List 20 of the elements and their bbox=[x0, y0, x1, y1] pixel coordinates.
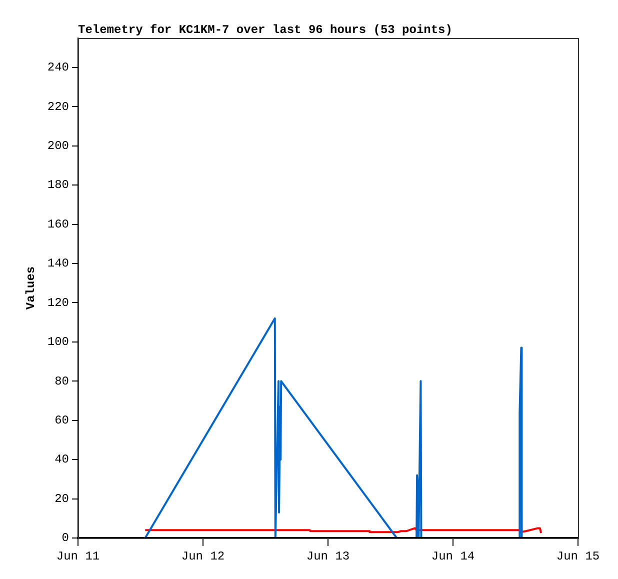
chart-title: Telemetry for KC1KM-7 over last 96 hours (53 points) bbox=[78, 23, 452, 38]
y-tick-label: 40 bbox=[54, 452, 69, 467]
y-tick-label: 100 bbox=[47, 335, 69, 350]
y-tick-label: 220 bbox=[47, 100, 69, 114]
x-tick-label: Jun 12 bbox=[181, 549, 225, 564]
y-tick-label: 20 bbox=[54, 492, 69, 506]
y-tick-label: 80 bbox=[54, 374, 69, 388]
x-tick-label: Jun 13 bbox=[306, 549, 350, 564]
y-axis-title: Values bbox=[24, 266, 38, 310]
y-tick-label: 60 bbox=[54, 414, 69, 428]
y-tick-label: 140 bbox=[47, 256, 69, 271]
x-tick-label: Jun 15 bbox=[556, 549, 600, 564]
y-tick-label: 240 bbox=[47, 60, 69, 75]
y-tick-label: 0 bbox=[62, 531, 69, 546]
y-tick-label: 200 bbox=[47, 139, 69, 154]
y-tick-label: 120 bbox=[47, 296, 69, 310]
x-tick-label: Jun 14 bbox=[431, 549, 475, 564]
x-tick-label: Jun 11 bbox=[56, 549, 100, 564]
y-tick-label: 180 bbox=[47, 178, 69, 192]
y-tick-label: 160 bbox=[47, 217, 69, 232]
